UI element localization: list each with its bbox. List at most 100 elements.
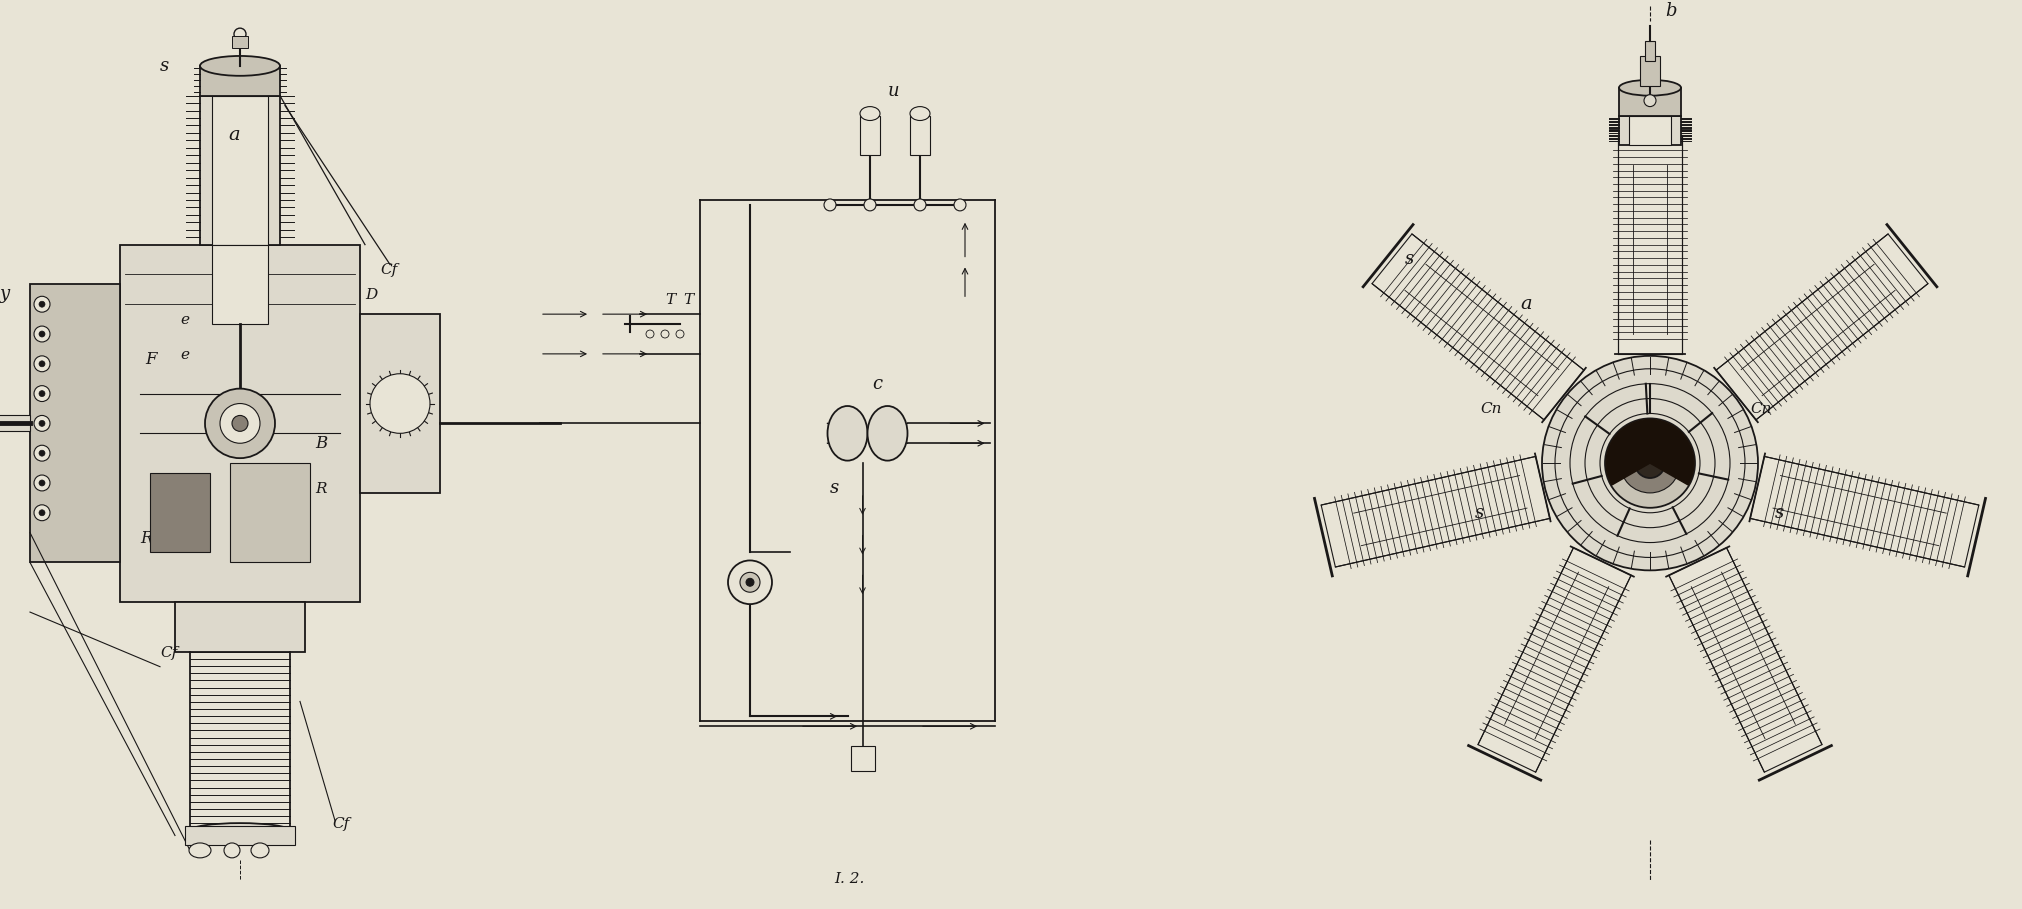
Circle shape [34,415,51,432]
Text: a: a [228,126,241,145]
Bar [184,825,295,845]
Text: Cn: Cn [1480,403,1502,416]
Circle shape [235,28,247,40]
Bar [176,602,305,652]
Text: T: T [665,294,675,307]
Text: F: F [146,351,156,368]
Text: S: S [150,479,164,497]
Text: e: e [180,348,188,362]
Ellipse shape [190,824,289,838]
Circle shape [1644,95,1656,106]
Circle shape [38,301,44,307]
Ellipse shape [1620,80,1680,95]
Circle shape [914,199,926,211]
Text: D: D [366,288,378,303]
Ellipse shape [859,106,880,121]
Text: s: s [160,57,170,75]
Polygon shape [1605,419,1694,485]
Text: s: s [1674,460,1684,477]
Bar [119,245,360,602]
Circle shape [1605,418,1694,508]
Text: I. 2.: I. 2. [833,873,865,886]
Ellipse shape [827,406,867,461]
Bar [910,115,930,155]
Polygon shape [1373,234,1583,420]
Text: Cf: Cf [332,816,350,831]
Bar [360,315,441,493]
Bar [1630,115,1670,145]
Polygon shape [1751,456,1980,567]
Bar [200,65,279,95]
Circle shape [370,374,431,434]
Circle shape [233,415,249,432]
Polygon shape [1668,548,1822,772]
Text: Cf: Cf [160,645,178,660]
Bar [1646,41,1654,61]
Circle shape [1636,448,1664,478]
Bar [212,95,269,245]
Circle shape [34,445,51,461]
Circle shape [728,561,772,604]
Text: s: s [1775,504,1783,522]
Circle shape [1543,355,1757,570]
Circle shape [1620,434,1680,493]
Circle shape [34,326,51,342]
Circle shape [645,330,653,338]
Text: Cn: Cn [1749,403,1771,416]
Circle shape [863,199,876,211]
Polygon shape [1320,456,1551,567]
Bar [231,463,309,563]
Text: y: y [0,285,10,304]
Circle shape [38,391,44,396]
Bar [233,36,249,48]
Circle shape [34,385,51,402]
Polygon shape [1717,234,1927,420]
Circle shape [34,296,51,312]
Bar [1620,88,1680,115]
Ellipse shape [188,843,210,858]
Circle shape [38,480,44,486]
Polygon shape [1618,135,1682,354]
Text: T: T [683,294,694,307]
Text: e: e [180,313,188,327]
Circle shape [661,330,669,338]
Text: s: s [1405,251,1413,268]
Circle shape [34,355,51,372]
Circle shape [675,330,683,338]
Text: R: R [140,530,152,546]
Ellipse shape [200,56,279,75]
Text: u: u [888,82,900,100]
Circle shape [34,475,51,491]
Circle shape [38,510,44,515]
Circle shape [746,578,754,586]
Bar [1640,56,1660,85]
Text: a: a [1521,295,1531,314]
Bar [212,245,269,325]
Circle shape [34,504,51,521]
Ellipse shape [251,843,269,858]
Circle shape [825,199,835,211]
Text: Cf: Cf [380,264,396,277]
Text: s: s [829,479,839,497]
Polygon shape [1478,548,1632,772]
Text: s: s [1589,460,1599,477]
Ellipse shape [224,843,241,858]
Circle shape [38,450,44,456]
Text: s: s [1474,504,1484,522]
Text: R: R [315,482,326,496]
Circle shape [38,420,44,426]
Bar [0,415,30,432]
Text: b: b [1664,2,1676,20]
Circle shape [38,331,44,337]
Bar [859,115,880,155]
Ellipse shape [910,106,930,121]
Circle shape [38,361,44,367]
Circle shape [204,389,275,458]
Bar [150,473,210,553]
Text: B: B [315,435,328,452]
Circle shape [220,404,261,444]
Circle shape [740,573,760,592]
Bar [1620,115,1680,145]
Bar [851,746,874,771]
Bar [30,285,119,563]
